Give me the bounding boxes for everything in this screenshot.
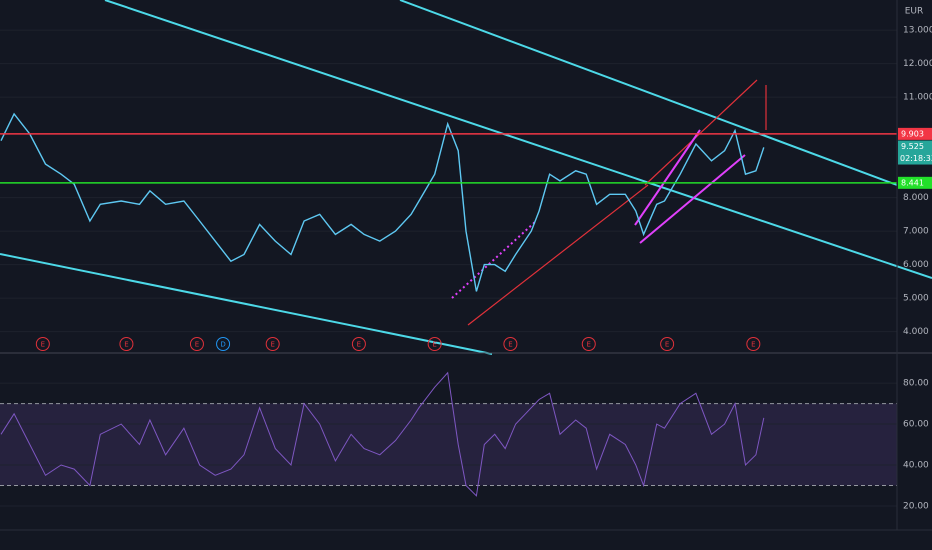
event-marker — [189, 337, 204, 351]
event-marker — [119, 337, 134, 351]
event-label: E — [195, 341, 199, 349]
price-line — [0, 112, 765, 292]
y-tick-label: 5.000 — [903, 294, 929, 304]
y-tick-label: 20.00 — [903, 502, 929, 512]
drawings — [0, 0, 932, 355]
event-label: E — [751, 341, 755, 349]
y-tick-label: 40.00 — [903, 461, 929, 471]
price-tag — [898, 176, 932, 189]
event-label: E — [124, 341, 128, 349]
y-tick-label: 12.000 — [903, 59, 932, 69]
event-marker — [746, 337, 761, 351]
channel-line — [644, 79, 758, 186]
event-label: E — [270, 341, 274, 349]
y-tick-label: 7.000 — [903, 227, 929, 237]
price-tag-label: 9.903 — [901, 129, 924, 138]
event-label: E — [665, 341, 669, 349]
channel-line — [467, 184, 649, 326]
y-tick-label: 8.000 — [903, 193, 929, 203]
grid — [0, 29, 897, 507]
event-label: E — [41, 341, 45, 349]
rsi-band — [0, 403, 897, 486]
event-label: E — [508, 341, 512, 349]
event-marker — [427, 337, 442, 351]
y-tick-label: 4.000 — [903, 327, 929, 337]
y-tick-label: 13.000 — [903, 26, 932, 36]
countdown: 02:18:33 — [900, 154, 932, 163]
labels: 13.000 12.000 11.000 8.000 7.000 6.000 5.000 4.… — [41, 26, 932, 512]
event-label: D — [220, 341, 225, 349]
event-label: E — [357, 341, 361, 349]
y-tick-label: 80.00 — [903, 379, 929, 389]
dotted-line — [451, 221, 536, 299]
event-marker — [35, 337, 50, 351]
event-marker — [265, 337, 280, 351]
price-tag — [898, 140, 932, 165]
trend-line — [104, 0, 932, 279]
event-label: E — [432, 341, 436, 349]
event-marker — [660, 337, 675, 351]
y-tick-label: 6.000 — [903, 260, 929, 270]
price-tag-label: 8.441 — [901, 178, 924, 187]
trend-line — [399, 0, 898, 186]
y-tick-label: 60.00 — [903, 420, 929, 430]
channel-line — [639, 154, 746, 244]
rsi-line — [0, 371, 765, 497]
currency-label: EUR — [905, 7, 924, 17]
trend-line — [0, 253, 493, 355]
event-marker — [216, 337, 231, 351]
channel-line — [634, 129, 701, 226]
price-tag-label: 9.525 — [901, 142, 924, 151]
event-marker — [503, 337, 518, 351]
marks — [0, 112, 897, 497]
event-marker — [581, 337, 596, 351]
y-tick-label: 11.000 — [903, 93, 932, 103]
event-label: E — [587, 341, 591, 349]
event-marker — [351, 337, 366, 351]
price-tag — [898, 127, 932, 140]
